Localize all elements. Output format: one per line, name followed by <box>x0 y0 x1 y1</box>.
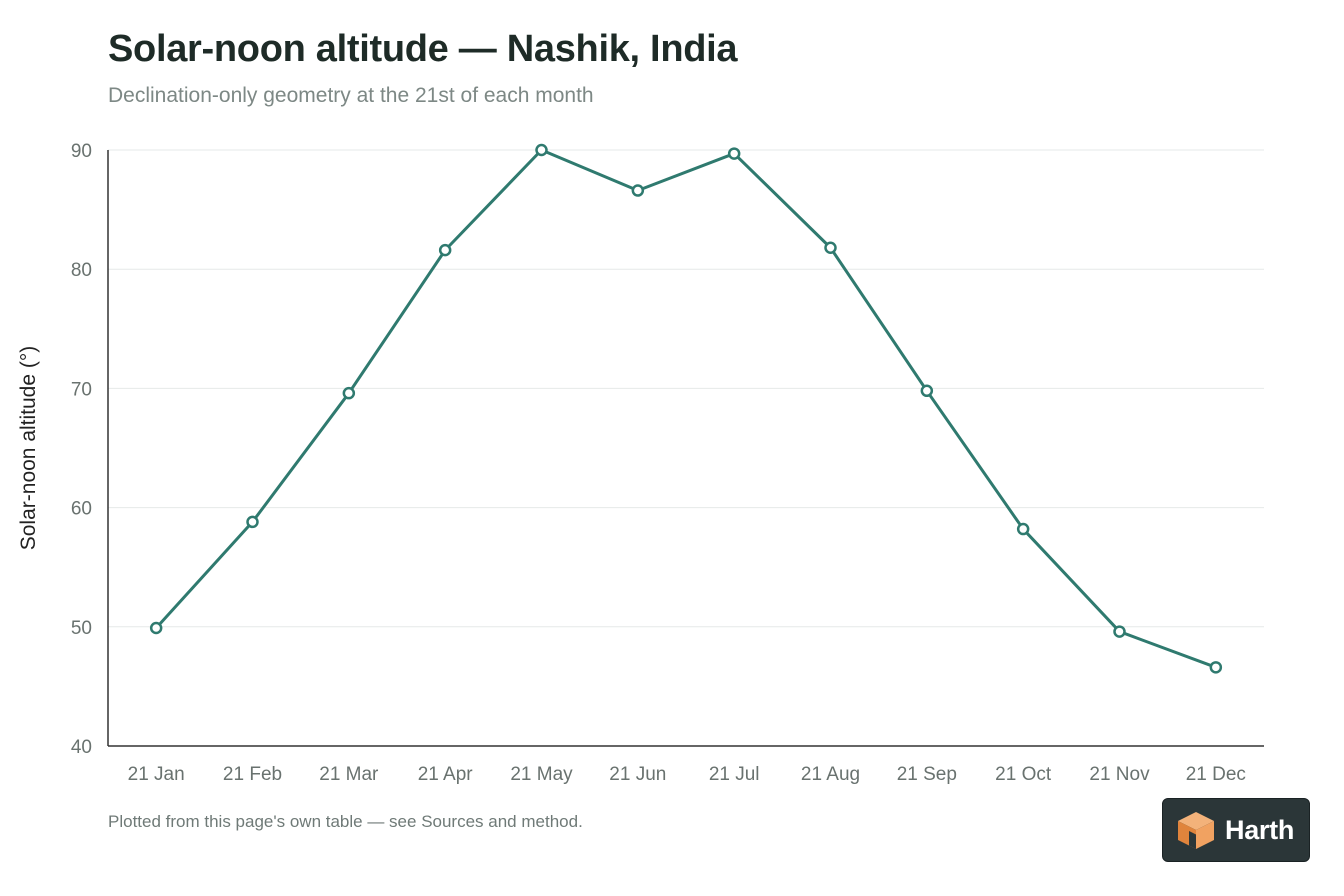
y-tick-label: 70 <box>71 379 92 400</box>
y-tick-label: 40 <box>71 737 92 758</box>
data-point <box>824 241 837 254</box>
axes <box>107 150 1264 747</box>
y-tick-label: 90 <box>71 141 92 162</box>
data-point <box>535 143 548 157</box>
y-axis-title: Solar-noon altitude (°) <box>17 346 40 551</box>
data-point <box>246 515 259 529</box>
x-tick-label: 21 Aug <box>801 764 860 785</box>
y-tick-label: 50 <box>71 618 92 639</box>
x-tick-label: 21 Oct <box>995 764 1052 785</box>
brand-badge[interactable]: Harth <box>1162 798 1310 862</box>
x-tick-label: 21 May <box>510 764 573 785</box>
x-tick-label: 21 Nov <box>1089 764 1150 785</box>
x-tick-label: 21 Jul <box>709 764 760 785</box>
data-point <box>342 386 356 400</box>
data-point <box>631 184 645 197</box>
data-point <box>727 147 741 160</box>
cube-icon <box>1178 812 1214 849</box>
gridlines <box>108 149 1264 628</box>
x-tick-label: 21 Sep <box>897 764 957 785</box>
x-tick-label: 21 Mar <box>319 764 379 785</box>
data-point <box>1113 625 1126 638</box>
line-chart: 40 50 60 70 80 90 21 Jan 21 Feb 21 Mar 21 Apr 21 M… <box>17 141 1264 785</box>
series-line-group <box>155 148 1217 669</box>
chart-title: Solar-noon altitude — Nashik, India <box>108 28 738 70</box>
series-line <box>155 148 1217 669</box>
data-point <box>920 384 934 398</box>
data-point <box>1016 522 1030 536</box>
x-tick-label: 21 Apr <box>418 764 474 785</box>
data-point <box>438 243 452 257</box>
y-tick-label: 80 <box>71 260 92 281</box>
x-tick-label: 21 Jun <box>609 764 666 785</box>
x-tick-label: 21 Dec <box>1186 764 1246 785</box>
data-points <box>149 143 1223 674</box>
tick-labels: 40 50 60 70 80 90 21 Jan 21 Feb 21 Mar 21 Apr 21 M… <box>71 141 1246 785</box>
chart-subtitle: Declination-only geometry at the 21st of… <box>108 84 594 107</box>
x-tick-label: 21 Feb <box>223 764 282 785</box>
data-point <box>149 621 163 635</box>
y-tick-label: 60 <box>71 499 92 520</box>
x-tick-label: 21 Jan <box>128 764 185 785</box>
data-point <box>1209 661 1223 674</box>
brand-name: Harth <box>1225 814 1295 845</box>
source-footnote: Plotted from this page's own table — see… <box>108 812 583 831</box>
